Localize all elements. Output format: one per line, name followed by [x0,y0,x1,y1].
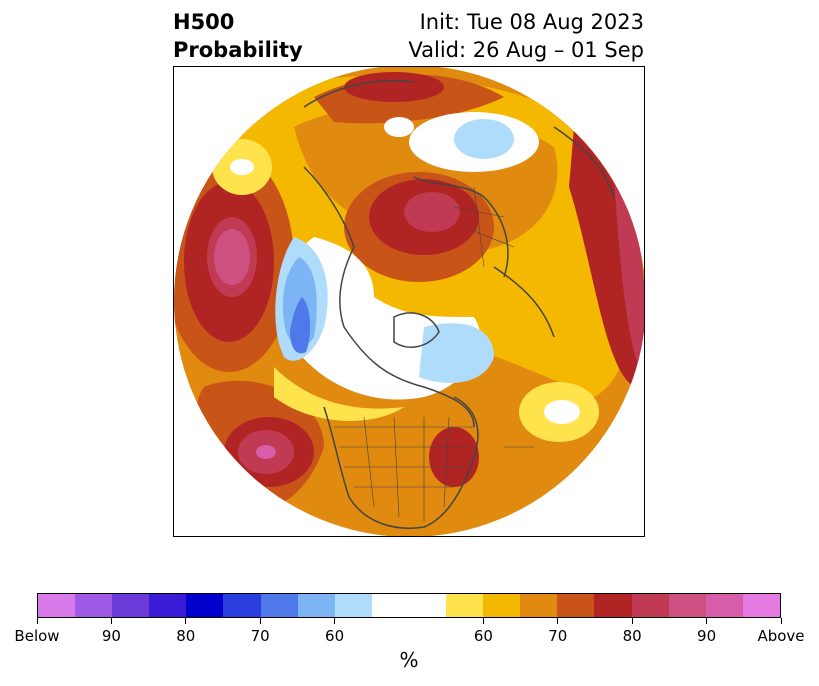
colorbar-segment [223,594,261,617]
map-panel [173,66,645,537]
colorbar-unit: % [399,648,419,672]
colorbar-segment [705,594,743,617]
colorbar-segment [38,594,76,617]
colorbar-tick [780,618,782,624]
colorbar-segment [260,594,298,617]
colorbar-tick-label: 60 [325,627,345,645]
valid-range: Valid: 26 Aug – 01 Sep [408,38,644,62]
colorbar-tick-label: Below [14,627,60,645]
borders [334,186,534,522]
colorbar-tick-label: 90 [697,627,717,645]
colorbar-segment [483,594,521,617]
colorbar-segment [631,594,669,617]
colorbar-segment [149,594,187,617]
coastlines [303,79,615,529]
colorbar-tick-label: Above [757,627,805,645]
colorbar-tick [36,618,38,624]
title-product: Probability [173,38,303,62]
colorbar-segment [557,594,595,617]
colorbar-segment [297,594,335,617]
colorbar-segment [446,594,484,617]
colorbar-segment [75,594,113,617]
colorbar-segment [742,594,780,617]
colorbar-segment [668,594,706,617]
colorbar [37,593,781,618]
colorbar-tick [557,618,559,624]
colorbar-segment [186,594,224,617]
colorbar-tick-label: 80 [622,627,642,645]
colorbar-tick [482,618,484,624]
colorbar-segment [334,594,372,617]
colorbar-tick-label: 80 [176,627,196,645]
probability-field [174,67,644,536]
date-block: Init: Tue 08 Aug 2023 Valid: 26 Aug – 01… [408,8,644,64]
title-block: H500 Probability [173,8,303,64]
title-variable: H500 [173,10,235,34]
colorbar-tick [185,618,187,624]
colorbar-segment [371,594,447,617]
colorbar-tick-label: 60 [473,627,493,645]
colorbar-tick-label: 70 [250,627,270,645]
colorbar-tick-label: 90 [101,627,121,645]
colorbar-tick [631,618,633,624]
colorbar-tick-label: 70 [548,627,568,645]
colorbar-tick [706,618,708,624]
colorbar-segment [594,594,632,617]
colorbar-segment [520,594,558,617]
colorbar-segment [112,594,150,617]
polar-map [174,67,644,536]
colorbar-tick [334,618,336,624]
colorbar-tick [110,618,112,624]
colorbar-tick [259,618,261,624]
init-date: Init: Tue 08 Aug 2023 [419,10,644,34]
